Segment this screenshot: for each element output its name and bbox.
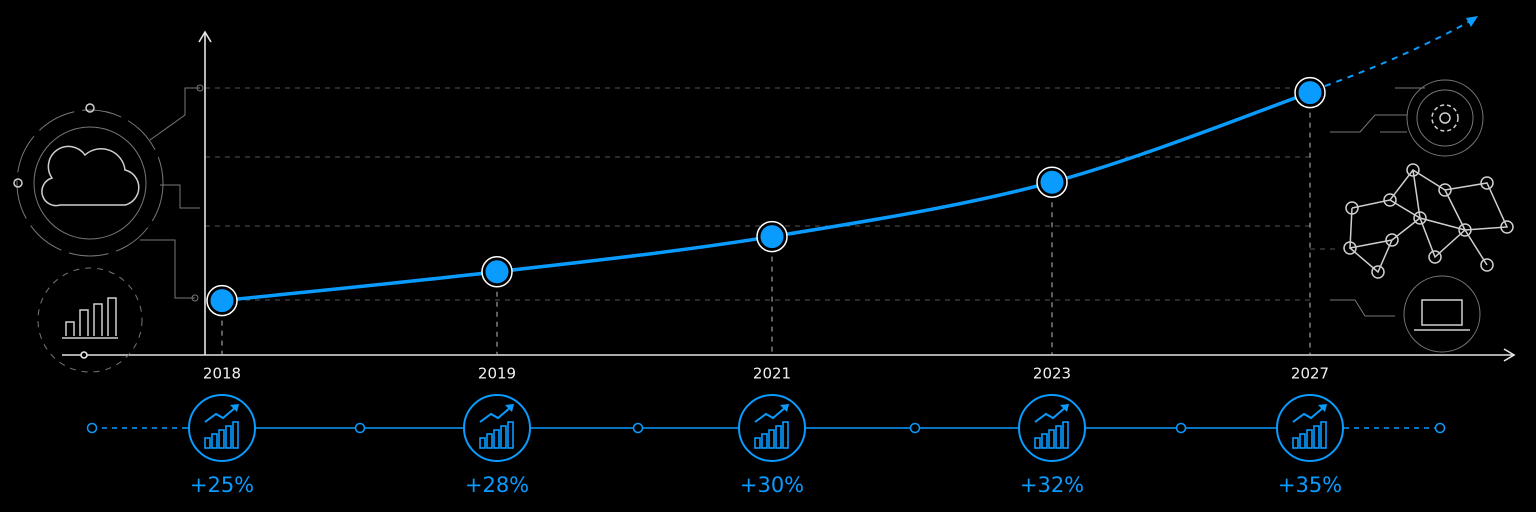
badge-bar: [1306, 429, 1313, 449]
badge-bar: [479, 437, 486, 449]
data-point: [1298, 81, 1322, 105]
badge-bar: [1320, 421, 1327, 449]
badge-bar: [486, 433, 493, 449]
growth-badge: [738, 394, 806, 462]
badge-bar: [754, 437, 761, 449]
badge-circle: [738, 394, 806, 462]
growth-label: +35%: [1278, 473, 1342, 497]
badge-bar: [493, 429, 500, 449]
badge-arrow: [204, 406, 237, 423]
data-point: [485, 260, 509, 284]
badge-bar: [1292, 437, 1299, 449]
badge-bar: [204, 437, 211, 449]
badge-circle: [1018, 394, 1086, 462]
bar-icon: [37, 267, 143, 373]
badge-arrowhead: [505, 404, 514, 412]
badge-bar: [507, 421, 514, 449]
badge-bar: [211, 433, 218, 449]
badge-bar: [782, 421, 789, 449]
badge-bar: [500, 425, 507, 449]
gear-icon: [1330, 79, 1484, 157]
growth-badge: [463, 394, 531, 462]
growth-badge: [188, 394, 256, 462]
badge-arrowhead: [780, 404, 789, 412]
trend-extension: [1324, 16, 1478, 87]
badge-bar: [1055, 425, 1062, 449]
growth-badge: [1276, 394, 1344, 462]
badge-arrow: [479, 406, 512, 423]
cloud-icon: [13, 84, 204, 302]
badge-bar: [1313, 425, 1320, 449]
badge-arrow: [1034, 406, 1067, 423]
x-tick-label: 2027: [1291, 365, 1329, 383]
badge-bar: [761, 433, 768, 449]
badge-arrowhead: [1060, 404, 1069, 412]
data-point: [210, 289, 234, 313]
grid: [205, 87, 1340, 301]
growth-label: +28%: [465, 473, 529, 497]
badge-circle: [463, 394, 531, 462]
laptop-icon: [1330, 275, 1481, 353]
growth-label: +25%: [190, 473, 254, 497]
badge-circle: [1276, 394, 1344, 462]
badge-bar: [1034, 437, 1041, 449]
growth-badge: [1018, 394, 1086, 462]
badge-bar: [1048, 429, 1055, 449]
badge-bar: [1299, 433, 1306, 449]
badge-circle: [188, 394, 256, 462]
badge-bar: [775, 425, 782, 449]
badge-arrow: [754, 406, 787, 423]
x-tick-label: 2019: [478, 365, 516, 383]
badge-bar: [232, 421, 239, 449]
badge-bar: [1041, 433, 1048, 449]
badge-bar: [218, 429, 225, 449]
data-point: [760, 225, 784, 249]
network-icon: [1343, 163, 1514, 279]
badge-arrowhead: [230, 404, 239, 412]
axes: [62, 30, 1516, 362]
badge-bar: [768, 429, 775, 449]
badge-arrow: [1292, 406, 1325, 423]
badge-arrowhead: [1318, 404, 1327, 412]
x-tick-label: 2018: [203, 365, 241, 383]
badge-bar: [1062, 421, 1069, 449]
x-tick-label: 2023: [1033, 365, 1071, 383]
growth-label: +30%: [740, 473, 804, 497]
data-point: [1040, 170, 1064, 194]
badge-bar: [225, 425, 232, 449]
x-tick-label: 2021: [753, 365, 791, 383]
growth-label: +32%: [1020, 473, 1084, 497]
